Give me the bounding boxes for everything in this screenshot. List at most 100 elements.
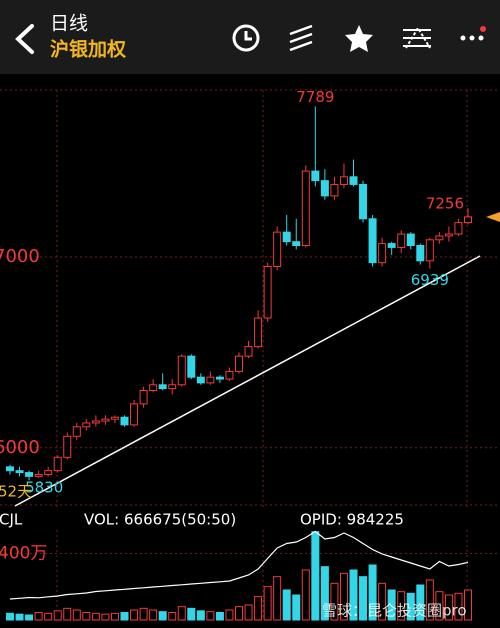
candle-body [349,176,358,185]
last-high-label: 7256 [426,195,464,213]
volume-bar [273,576,282,621]
volume-bar [196,610,205,621]
volume-bar [301,569,310,621]
volume-bar [34,612,43,621]
volume-bar [91,612,100,621]
candle-body [292,241,301,247]
candle-body [196,376,205,384]
candle-body [110,416,119,420]
volume-bar [263,586,272,621]
volume-bar [330,582,339,621]
candle-body [359,183,368,220]
recent-low-label: 6939 [411,271,449,289]
candle-body [454,222,463,235]
volume-bar [254,596,263,621]
subtitle: 沪银加权 [50,38,126,61]
volume-bar [6,612,14,621]
candle-body [311,170,320,182]
candle-body [339,176,348,185]
candle-body [82,422,91,428]
volume-bar [416,584,425,621]
candle-body [244,346,253,357]
low-label: 5830 [25,479,63,497]
candle-body [34,473,43,477]
volume-bar [25,614,34,621]
candle-body [387,243,396,248]
candle-body [416,245,425,262]
price-marker [486,212,500,222]
volume-bar [130,609,139,621]
volume-bar [110,612,119,621]
volume-bar [53,610,62,621]
candle-body [225,370,234,380]
opid-line [9,530,469,600]
title: 日线 [50,13,88,35]
candle-body [206,376,215,384]
candle-body [397,233,406,248]
volume-bar [82,612,91,621]
trend-line [14,255,481,507]
candle-body [330,183,339,197]
volume-bar [244,604,253,621]
volume-bar [311,531,320,621]
candle-body [425,239,434,262]
volume-bar [139,607,148,621]
period-label: 52天 [0,483,32,501]
volume-bar [320,566,329,621]
candle-body [15,470,24,474]
candle-body [139,390,148,405]
volume-bar [206,611,215,621]
volume-bar [101,613,110,621]
candle-body [301,170,310,247]
volume-bar [63,607,72,621]
candle-body [177,355,186,386]
candle-body [263,265,272,319]
vol-text: VOL: 666675(50:50) [84,511,236,529]
candle-body [25,472,34,477]
candle-body [320,180,329,197]
indicator-icon[interactable] [403,26,431,49]
volume-bar [349,569,358,621]
volume-bar [368,564,377,621]
candle-body [406,233,415,247]
volume-bar [177,606,186,621]
badge [480,26,486,32]
candle-body [215,376,224,380]
volume-bar [149,609,158,621]
y-tick-label: 6000 [0,437,40,458]
candle-body [53,456,62,472]
candle-body [101,418,110,422]
candle-body [378,243,387,264]
volume-bar [378,582,387,621]
volume-bar [425,579,434,621]
y-tick-label: 7000 [0,246,40,267]
indicator-name: CJL [0,511,23,529]
volume-bar [168,612,177,621]
more-icon[interactable] [460,35,484,41]
volume-bar [397,591,406,621]
candle-body [435,235,444,241]
candle-body [444,233,453,237]
candle-body [368,218,377,264]
volume-bar [187,607,196,621]
clock-icon[interactable] [232,24,260,52]
volume-bar [282,589,291,621]
candle-body [158,384,167,390]
volume-bar [435,591,444,621]
candle-body [168,384,177,390]
draw-icon[interactable] [289,24,313,52]
favorite-icon[interactable] [345,25,373,52]
back-button[interactable] [15,24,34,54]
volume-bar [406,592,415,621]
volume-bar [235,606,243,621]
opid-text: OPID: 984225 [300,511,404,529]
volume-bar [72,609,81,621]
candle-body [72,426,81,437]
volume-bar [444,594,453,621]
candle-body [149,384,158,392]
volume-bar [387,589,396,621]
volume-bar [120,612,129,621]
candle-body [235,355,243,372]
